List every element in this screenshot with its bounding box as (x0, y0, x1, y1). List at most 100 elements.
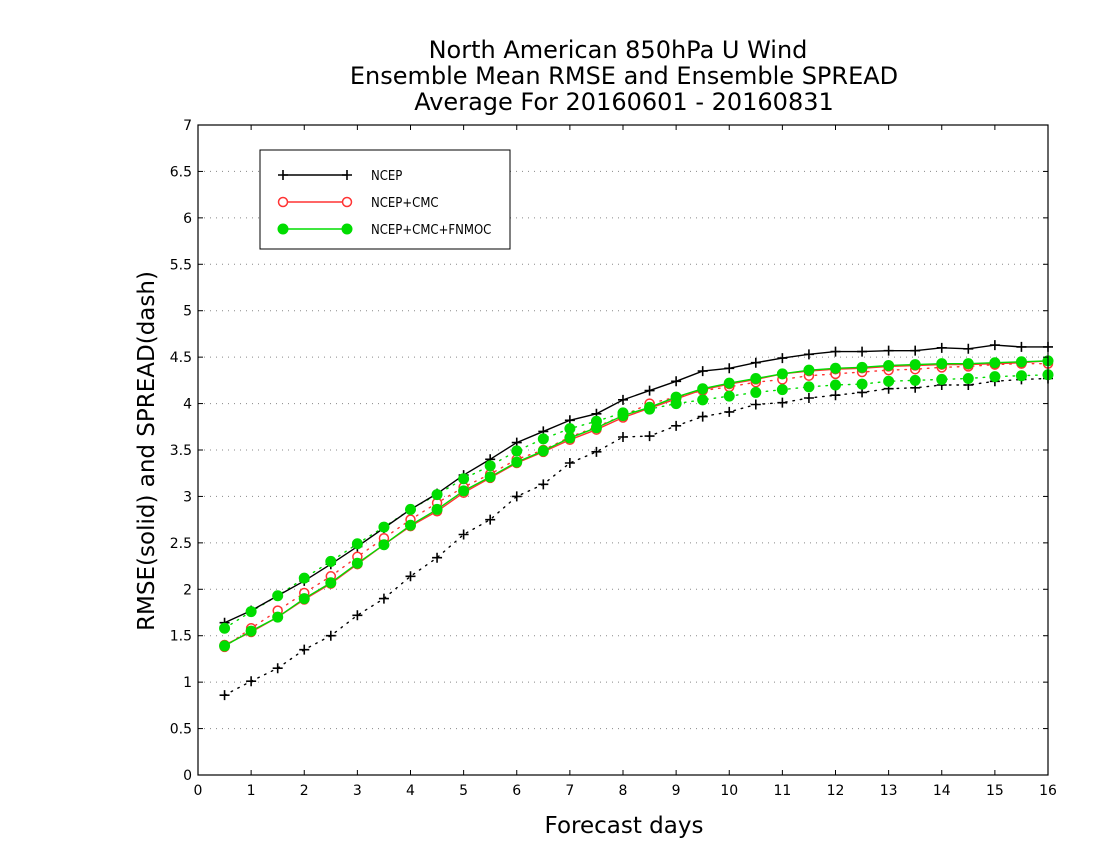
y-tick-label: 5.5 (170, 257, 192, 273)
ncep-rmse-point (697, 366, 708, 377)
ncep-spread-point (432, 552, 443, 563)
ncep-spread-point (724, 406, 735, 417)
ncep-spread-point (325, 630, 336, 641)
legend-marker-ncep-cmc (341, 196, 353, 208)
y-tick-label: 3.5 (170, 443, 192, 459)
ncep-spread-point (511, 491, 522, 502)
ncep-cmc-fnmoc-rmse-point (564, 432, 576, 444)
legend-label-ncep-cmc: NCEP+CMC (371, 196, 439, 211)
ncep-cmc-fnmoc-spread-point (883, 375, 895, 387)
grid (198, 170, 1048, 730)
ncep-cmc-fnmoc-rmse-point (537, 445, 549, 457)
x-tick-label: 10 (720, 783, 738, 799)
ncep-cmc-fnmoc-rmse-point (1015, 356, 1027, 368)
ncep-spread-point (803, 393, 814, 403)
ncep-cmc-fnmoc-spread-point (697, 394, 709, 406)
ncep-cmc-fnmoc-rmse-point (936, 358, 948, 370)
y-tick-label: 4 (183, 397, 192, 413)
y-axis-label: RMSE(solid) and SPREAD(dash) (134, 271, 160, 631)
ncep-cmc-fnmoc-spread-point (245, 606, 257, 618)
ncep-cmc-fnmoc-rmse-point (617, 410, 629, 422)
ncep-spread-point (272, 663, 283, 674)
x-tick-label: 5 (459, 783, 468, 799)
x-axis-label: Forecast days (545, 813, 704, 839)
y-tick-label: 1.5 (170, 629, 192, 645)
ncep-rmse-point (883, 345, 894, 356)
ncep-spread-point (564, 458, 575, 468)
ncep-cmc-fnmoc-spread-point (537, 433, 549, 445)
legend-marker-ncep (342, 170, 352, 180)
ncep-cmc-fnmoc-rmse-point (830, 362, 841, 374)
legend-marker-ncep-cmc-fnmoc (341, 223, 353, 235)
ncep-spread-point (830, 390, 841, 401)
ncep-rmse-point (857, 346, 868, 357)
ncep-cmc-fnmoc-rmse-point (644, 401, 656, 413)
ncep-cmc-fnmoc-spread-point (511, 445, 523, 457)
ncep-cmc-fnmoc-rmse-point (245, 625, 257, 637)
ncep-cmc-fnmoc-rmse-point (431, 503, 443, 515)
ncep-cmc-fnmoc-rmse-point (883, 360, 895, 371)
y-tick-label: 4.5 (170, 350, 192, 366)
ncep-spread-point (405, 571, 416, 582)
ncep-cmc-fnmoc-spread-point (484, 460, 496, 472)
ncep-cmc-fnmoc-spread-point (989, 371, 1001, 383)
ncep-cmc-fnmoc-spread-point (803, 381, 815, 393)
chart-subtitle-2: Average For 20160601 - 20160831 (414, 88, 834, 116)
ncep-rmse-line (224, 344, 1048, 624)
ncep-rmse-point (910, 345, 921, 356)
ncep-cmc-fnmoc-spread-point (351, 538, 363, 550)
ncep-cmc-fnmoc-rmse-point (989, 357, 1001, 369)
axis-ticks: 00.511.522.533.544.555.566.570 1 2 3 4 5 6 7 8 9 1… (170, 118, 1057, 799)
ncep-spread-point (219, 690, 230, 701)
x-tick-label: 8 (619, 783, 628, 799)
x-tick-label: 13 (880, 783, 898, 799)
ncep-cmc-fnmoc-spread-point (962, 373, 974, 384)
ncep-cmc-fnmoc-rmse-point (405, 519, 416, 531)
ncep-cmc-fnmoc-spread-point (405, 503, 416, 515)
y-tick-label: 5 (183, 304, 192, 320)
x-tick-label: 1 (247, 783, 256, 799)
ncep-cmc-fnmoc-rmse-point (511, 456, 523, 468)
ncep-cmc-fnmoc-spread-point (298, 572, 310, 584)
ncep-spread-point (352, 610, 363, 621)
ncep-spread-point (485, 514, 496, 525)
ncep-cmc-fnmoc-rmse-point (856, 361, 868, 373)
ncep-cmc-fnmoc-rmse-point (776, 368, 788, 380)
ncep-spread-point (299, 644, 310, 655)
series-layer (219, 340, 1054, 701)
ncep-cmc-fnmoc-spread-point (936, 373, 948, 385)
ncep-spread-point (378, 593, 389, 604)
x-tick-label: 16 (1039, 783, 1057, 799)
ncep-cmc-fnmoc-spread-point (723, 390, 735, 402)
ncep-spread-point (538, 479, 549, 490)
ncep-cmc-fnmoc-spread-point (378, 521, 390, 533)
ncep-rmse-point (671, 376, 682, 387)
legend-marker-ncep (278, 170, 288, 180)
x-tick-label: 14 (933, 783, 951, 799)
legend-label-ncep: NCEP (371, 169, 402, 184)
y-tick-label: 2.5 (170, 536, 192, 552)
ncep-cmc-fnmoc-spread-point (830, 379, 841, 391)
y-tick-label: 1 (183, 675, 192, 691)
ncep-cmc-fnmoc-spread-point (909, 374, 921, 386)
ncep-cmc-fnmoc-spread-point (564, 423, 576, 435)
ncep-spread-point (246, 676, 257, 687)
ncep-cmc-fnmoc-rmse-point (590, 422, 602, 434)
y-tick-label: 0.5 (170, 722, 192, 738)
x-tick-label: 7 (565, 783, 574, 799)
ncep-spread-point (644, 431, 655, 442)
ncep-cmc-fnmoc-spread-point (458, 473, 470, 485)
x-tick-label: 3 (353, 783, 362, 799)
ncep-spread-point (750, 399, 761, 410)
legend-marker-ncep-cmc (277, 196, 289, 208)
ncep-spread-point (697, 411, 708, 422)
x-tick-label: 11 (773, 783, 791, 799)
ncep-rmse-point (724, 363, 735, 374)
ncep-rmse-point (963, 343, 974, 354)
ncep-cmc-fnmoc-rmse-point (458, 485, 470, 497)
ncep-rmse-point (777, 353, 788, 364)
x-tick-label: 12 (827, 783, 845, 799)
ncep-cmc-fnmoc-spread-point (776, 384, 788, 396)
ncep-cmc-fnmoc-rmse-point (484, 471, 496, 483)
